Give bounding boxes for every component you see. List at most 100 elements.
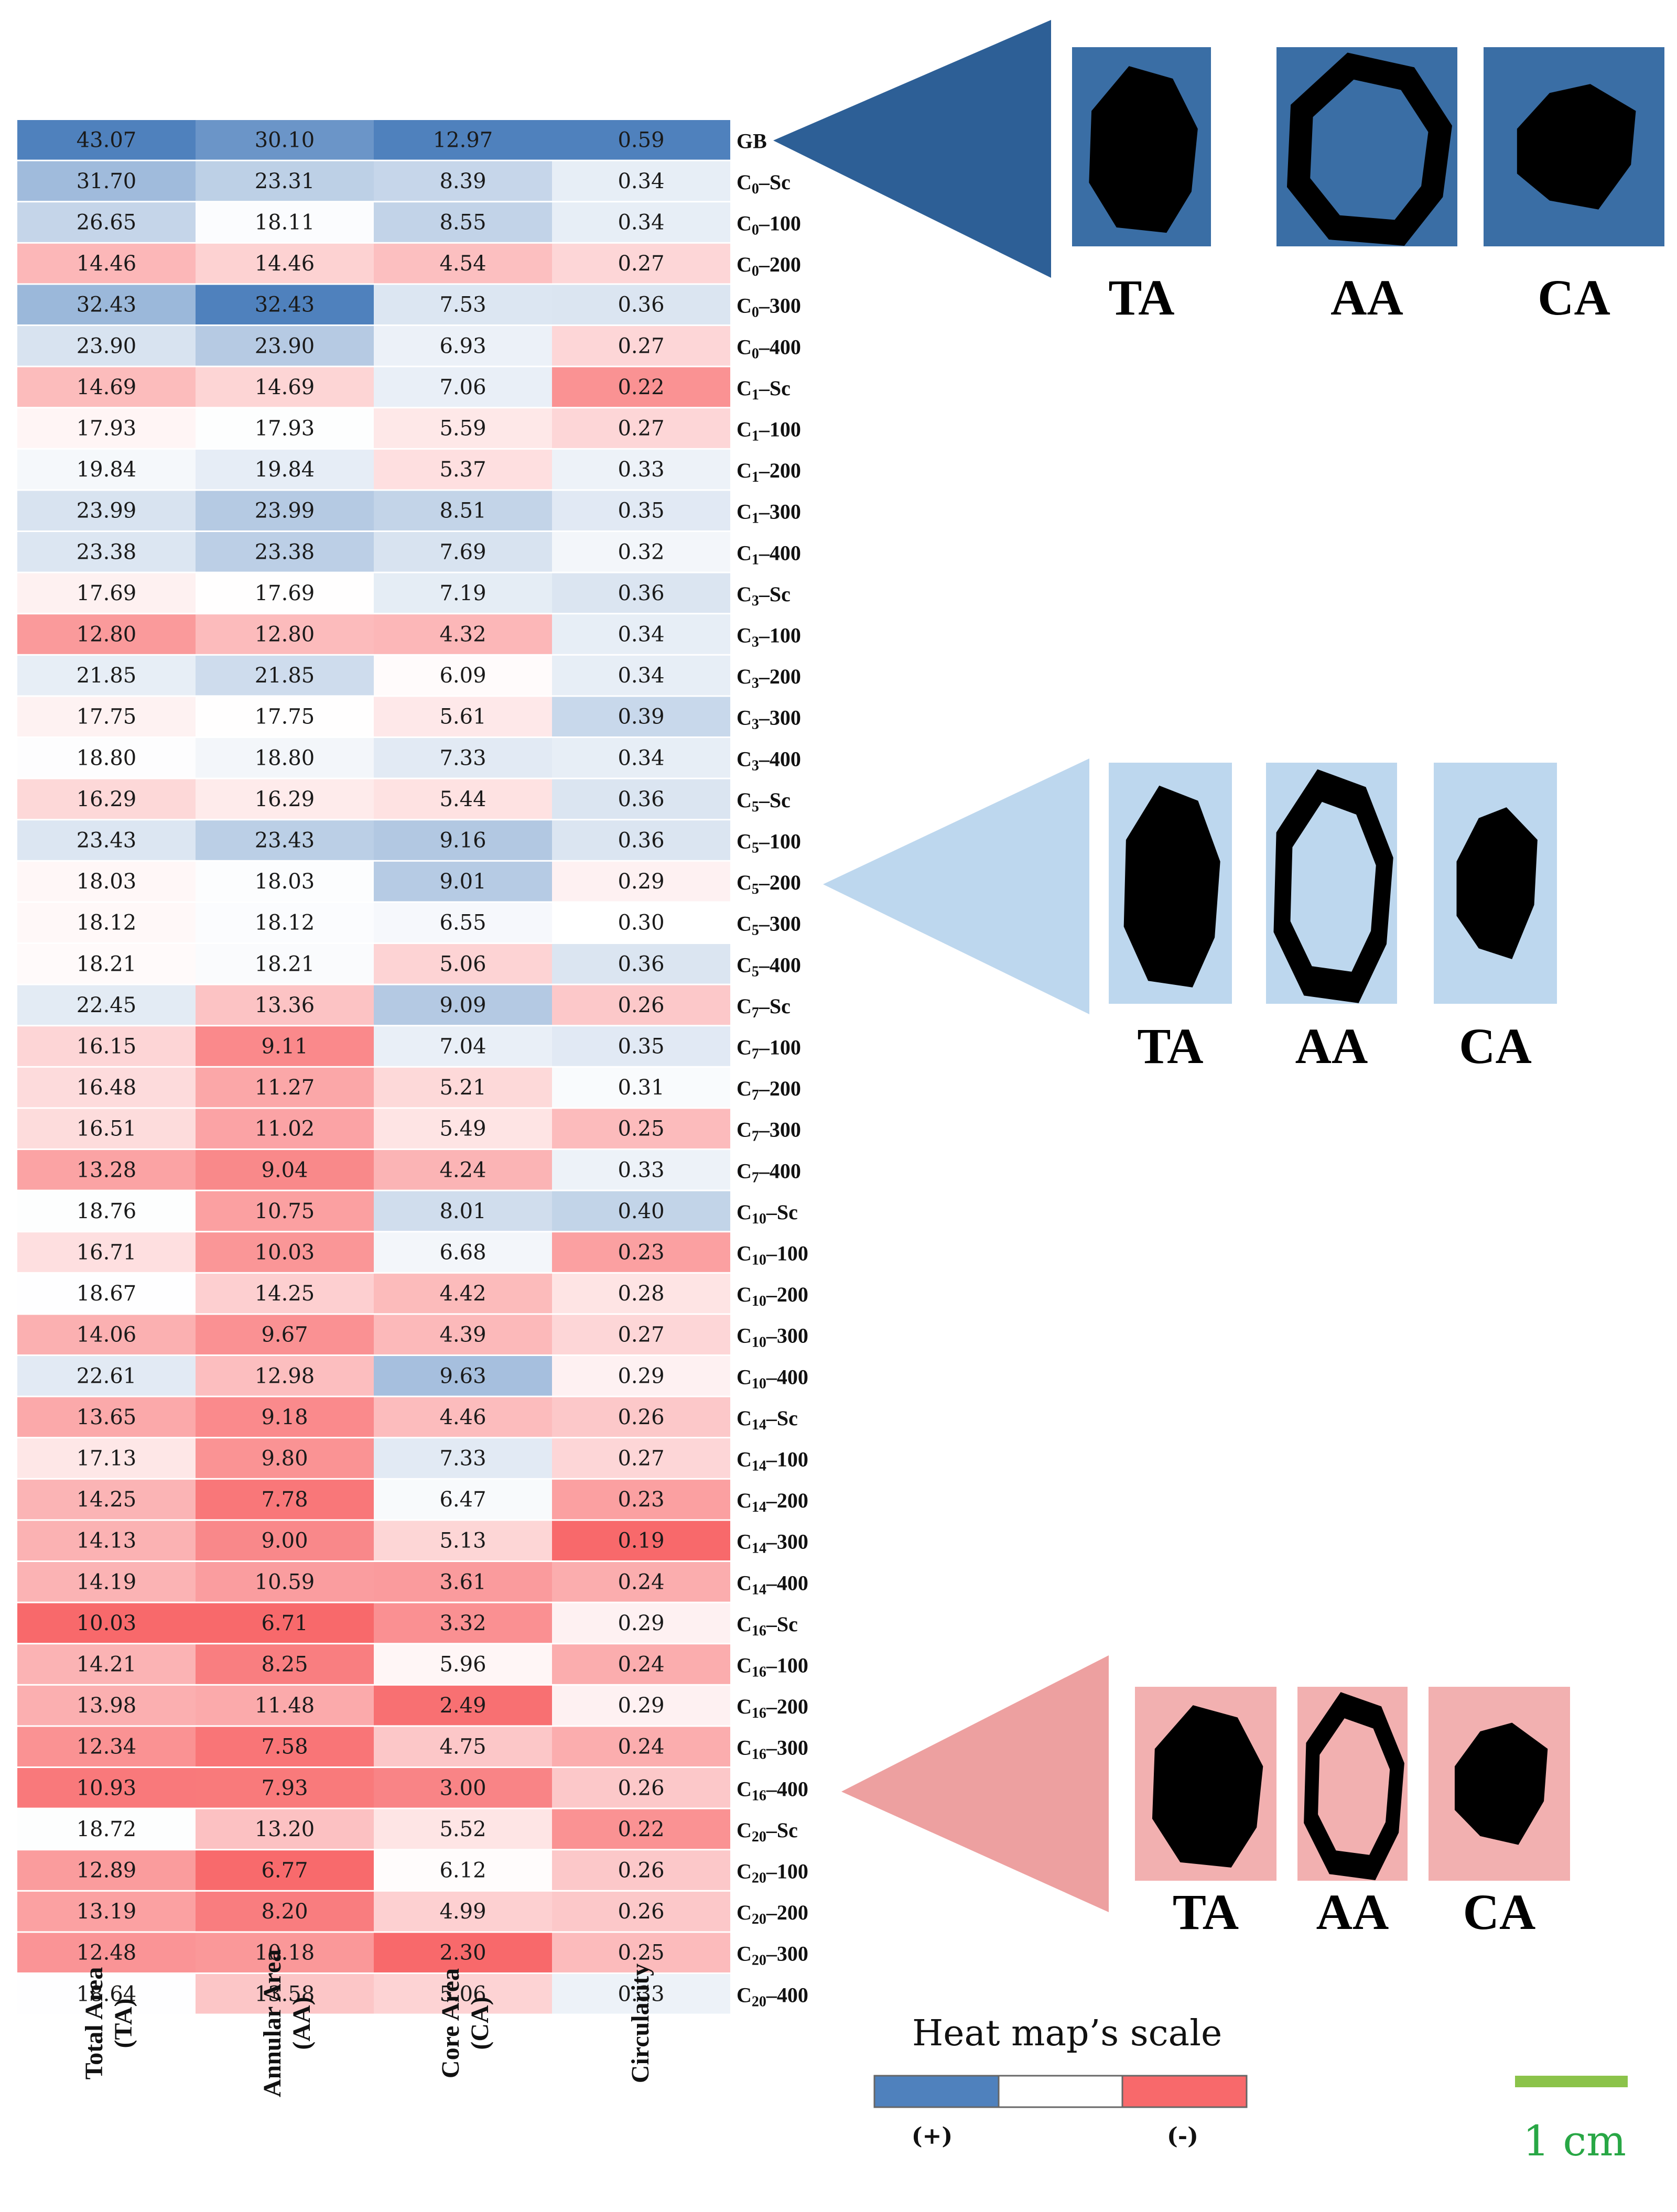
cell-value: 0.35 [618, 1035, 664, 1059]
cell-value: 12.80 [255, 623, 315, 647]
cell-value: 0.22 [618, 375, 664, 399]
heatmap-cell [374, 532, 552, 572]
heatmap-cell [196, 1191, 374, 1231]
heatmap-cell [552, 1273, 730, 1314]
heatmap-cell [552, 1232, 730, 1272]
heatmap-cell [17, 1727, 196, 1766]
heatmap-cell [374, 243, 552, 284]
annular-area-shape [1304, 1692, 1404, 1880]
row-label: C0–Sc [737, 170, 791, 197]
cell-value: 21.85 [255, 664, 315, 688]
row-label: C7–Sc [737, 994, 791, 1021]
heatmap-cell [196, 1809, 374, 1849]
cell-value: 14.19 [77, 1570, 137, 1594]
cell-value: 12.89 [77, 1859, 137, 1883]
heatmap-cell [17, 1356, 196, 1396]
cell-value: 0.27 [618, 1447, 664, 1471]
heatmap-cell [374, 655, 552, 696]
cell-value: 5.49 [439, 1117, 486, 1141]
heatmap-cell [17, 1933, 196, 1972]
heatmap-cell [374, 1974, 552, 2014]
cell-value: 0.36 [618, 829, 664, 853]
heatmap-cell [374, 779, 552, 819]
cell-value: 13.28 [77, 1158, 137, 1182]
row-label: C1–Sc [737, 376, 791, 403]
cell-value: 0.33 [618, 1158, 664, 1182]
heatmap-cell [17, 326, 196, 366]
cell-value: 7.06 [439, 375, 486, 399]
heatmap-cell [374, 1232, 552, 1272]
heatmap-cell [374, 1685, 552, 1726]
heatmap-cell [552, 1727, 730, 1766]
heatmap-cell [17, 573, 196, 613]
heatmap-cell [552, 1356, 730, 1396]
cell-value: 21.85 [77, 664, 137, 688]
heatmap-cell [374, 367, 552, 407]
heatmap-cell [196, 1479, 374, 1520]
row-label: C16–Sc [737, 1612, 798, 1639]
shape-label: TA [1173, 1884, 1239, 1940]
heatmap-cell [196, 1273, 374, 1314]
cell-value: 9.80 [261, 1447, 308, 1471]
heatmap-cell [17, 1109, 196, 1148]
cell-value: 7.69 [439, 540, 486, 564]
cell-value: 0.22 [618, 1817, 664, 1841]
total-area-shape [1152, 1705, 1263, 1868]
cell-value: 0.26 [618, 1900, 664, 1924]
heatmap-cell [196, 202, 374, 242]
cell-value: 0.26 [618, 1776, 664, 1800]
cell-value: 5.06 [439, 952, 486, 976]
cell-value: 30.10 [255, 128, 315, 152]
heatmap-cell [374, 326, 552, 366]
cell-value: 5.06 [439, 1982, 486, 2006]
core-area-shape [1454, 1722, 1548, 1845]
cell-value: 14.46 [77, 252, 137, 276]
column-header: Circularity [626, 1964, 654, 2083]
heatmap-cell [17, 120, 196, 160]
cell-value: 19.84 [255, 458, 315, 482]
cell-value: 22.61 [77, 1364, 137, 1388]
heatmap-cell [17, 1315, 196, 1354]
cell-value: 0.26 [618, 1405, 664, 1429]
heatmap-cell [374, 1150, 552, 1190]
heatmap-cell [196, 1933, 374, 1972]
heatmap-cell [196, 1685, 374, 1726]
total-area-shape [1123, 785, 1220, 988]
heatmap-cell [196, 532, 374, 572]
cell-value: 22.45 [77, 993, 137, 1017]
heatmap-cell [196, 1603, 374, 1643]
cell-value: 11.27 [255, 1076, 315, 1100]
cell-value: 4.39 [439, 1323, 486, 1347]
heatmap-cell [196, 1891, 374, 1932]
heatmap-cell [552, 1809, 730, 1849]
cell-value: 7.19 [439, 581, 486, 605]
shape-label: AA [1295, 1018, 1368, 1074]
cell-value: 0.29 [618, 1611, 664, 1635]
heatmap-cell [552, 1315, 730, 1354]
heatmap-cell [196, 1150, 374, 1190]
row-label: C20–300 [737, 1942, 808, 1969]
row-label: C7–200 [737, 1077, 801, 1103]
cell-value: 5.21 [439, 1076, 486, 1100]
cell-value: 6.93 [439, 334, 486, 358]
cell-value: 0.25 [618, 1117, 664, 1141]
cell-value: 32.43 [255, 293, 315, 317]
cell-value: 26.65 [77, 211, 137, 235]
heatmap-cell [17, 1026, 196, 1066]
heatmap-cell [374, 202, 552, 242]
row-label: C16–200 [737, 1695, 808, 1721]
column-header-name: Core Area [437, 1968, 464, 2078]
shape-label: CA [1463, 1884, 1536, 1940]
cell-value: 11.02 [255, 1117, 315, 1141]
cell-value: 16.48 [77, 1076, 137, 1100]
column-header: Core Area (CA) [437, 1968, 494, 2078]
heatmap-cell [17, 1768, 196, 1808]
heatmap-cell [552, 985, 730, 1025]
heatmap-cell [17, 1521, 196, 1560]
cell-value: 0.34 [618, 169, 664, 193]
heatmap-cell [17, 202, 196, 242]
legend-positive-label: (+) [912, 2123, 953, 2150]
shape-illustrations: TA AA CA TA AA CA TA AA CA [773, 20, 1664, 1940]
heatmap-cell [17, 367, 196, 407]
cell-value: 10.75 [255, 1199, 315, 1223]
